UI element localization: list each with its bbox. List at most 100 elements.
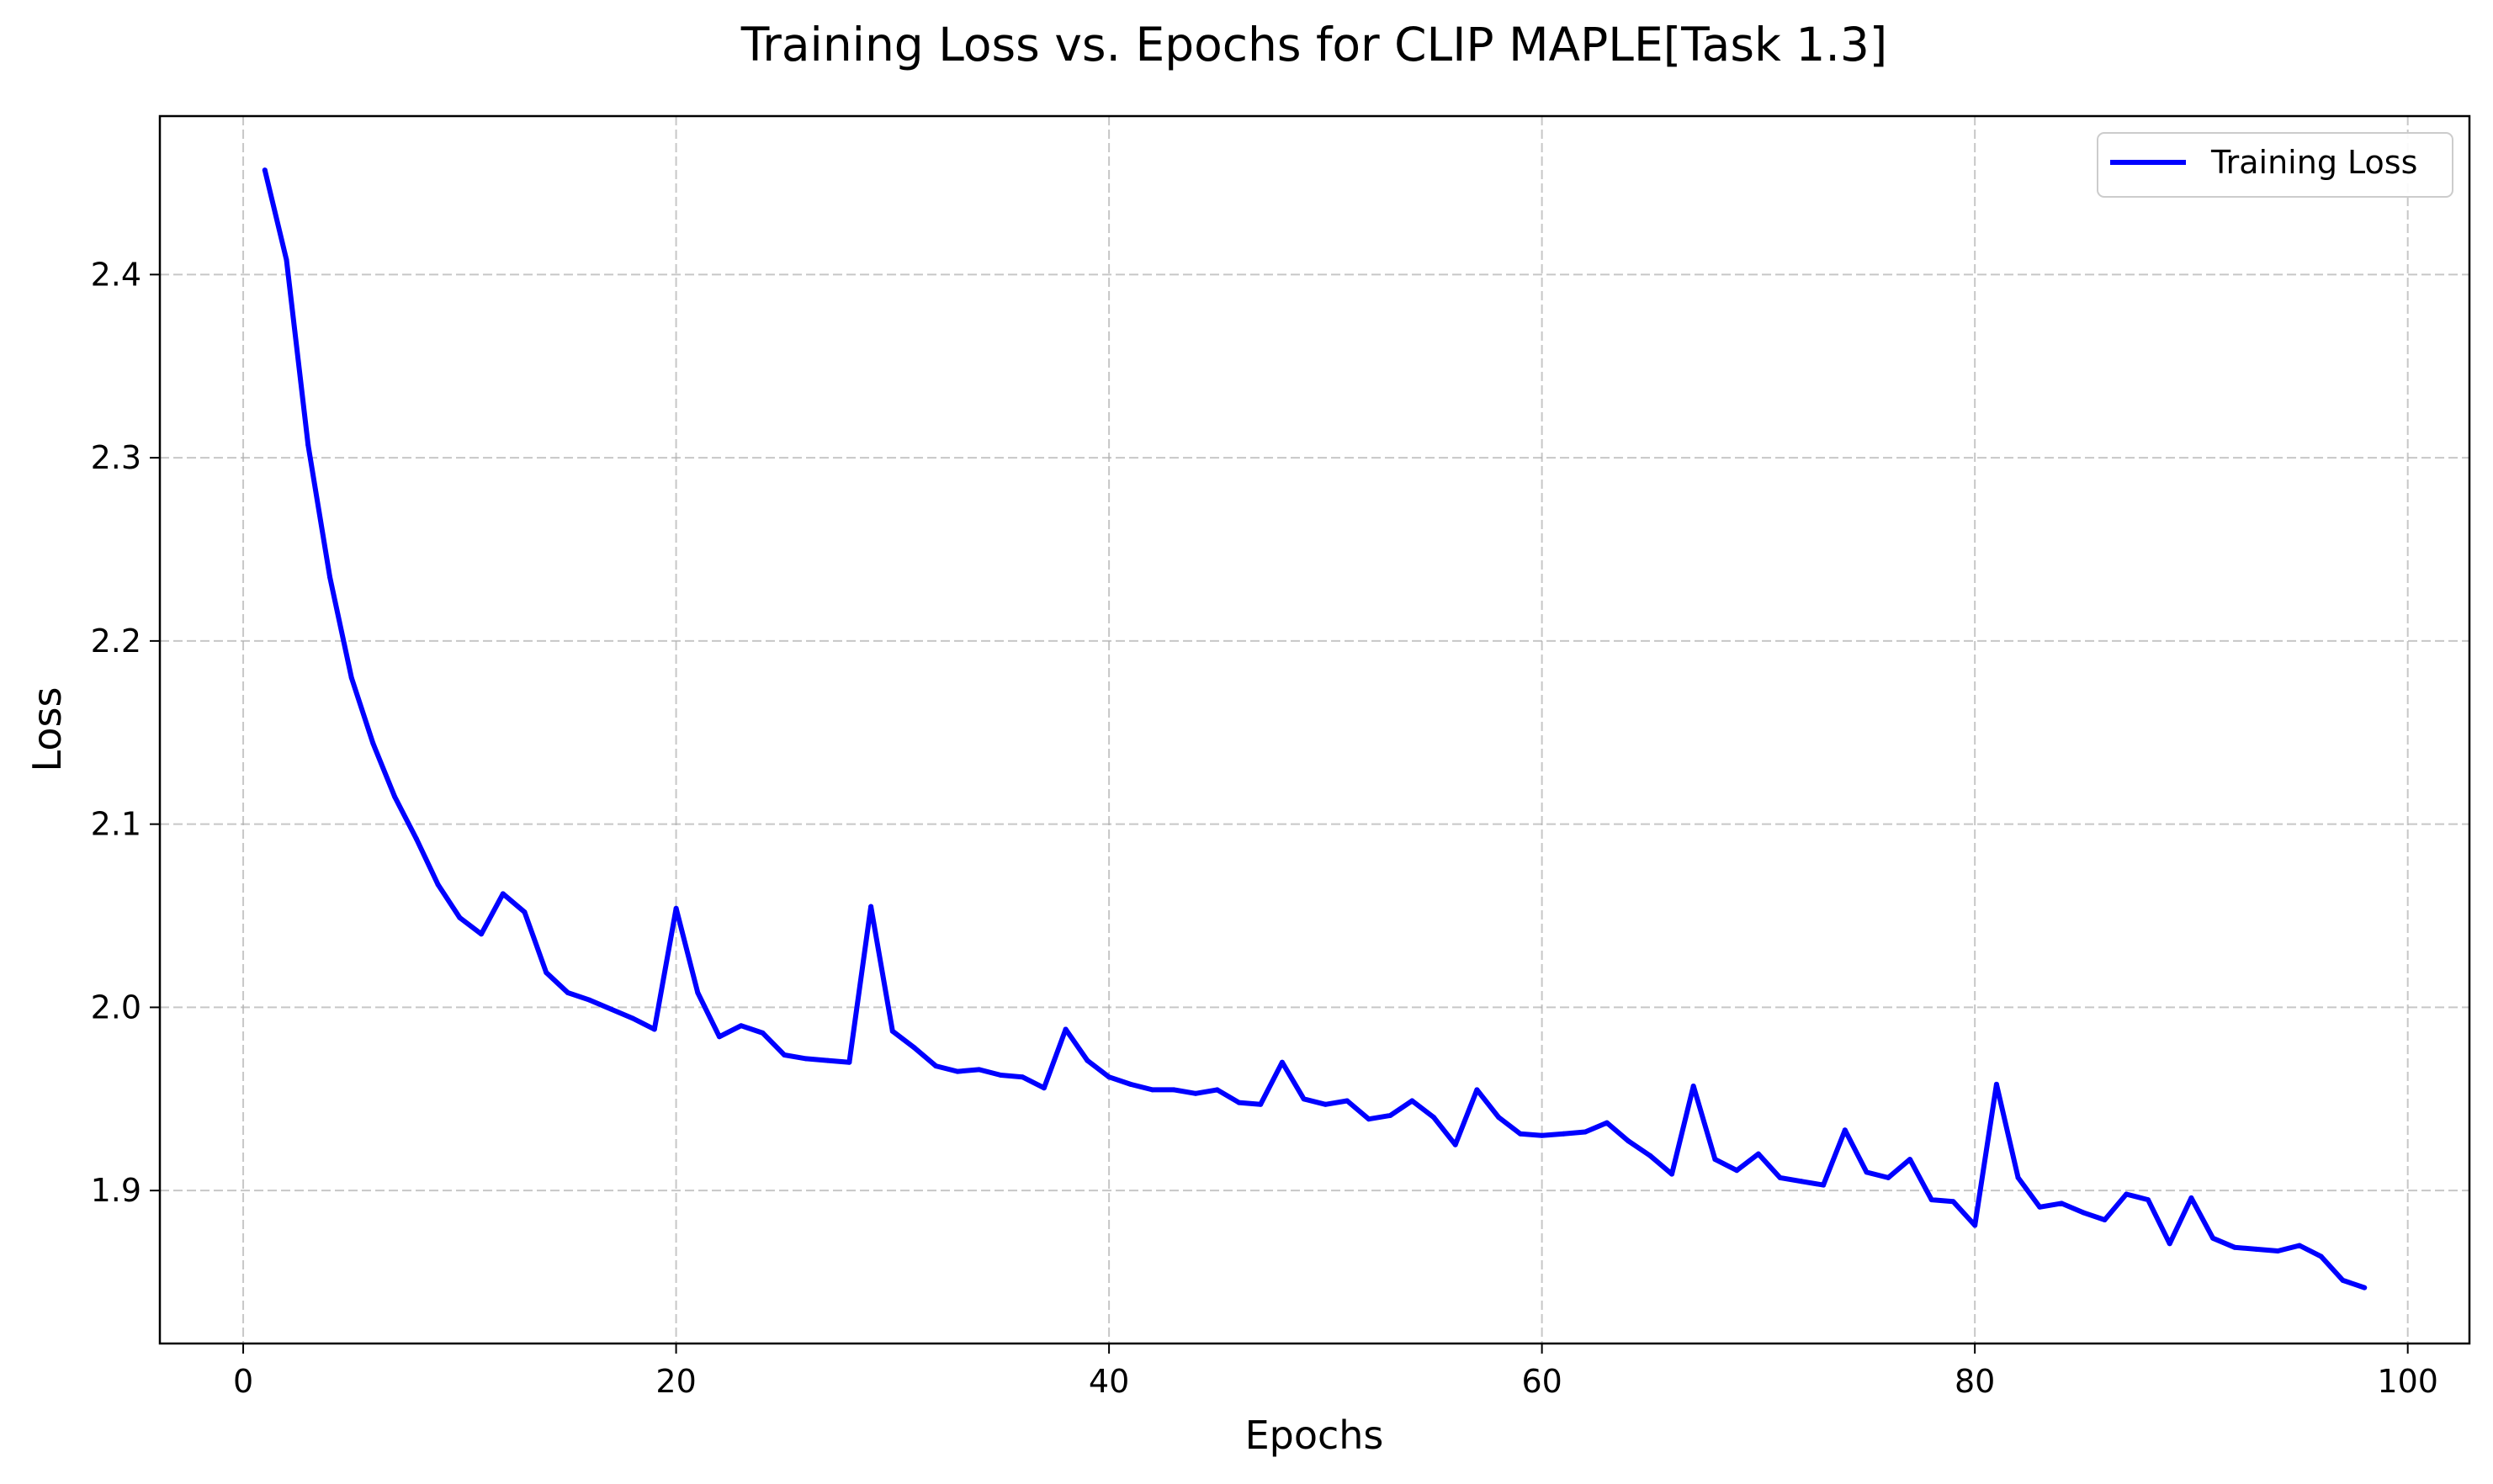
data-point xyxy=(2167,1241,2172,1247)
data-point xyxy=(479,931,484,937)
data-point xyxy=(2210,1235,2216,1241)
plot-area xyxy=(160,116,2469,1344)
data-point xyxy=(955,1068,960,1074)
y-tick-label: 2.3 xyxy=(91,439,141,476)
x-tick-label: 20 xyxy=(655,1363,696,1400)
data-point xyxy=(1258,1101,1264,1107)
y-axis-ticks: 1.9 2.0 2.1 2.2 2.3 2.4 xyxy=(91,256,160,1209)
data-point xyxy=(825,1057,830,1063)
x-tick-label: 100 xyxy=(2377,1363,2438,1400)
data-point xyxy=(911,1045,917,1051)
data-point xyxy=(1539,1132,1545,1138)
data-point xyxy=(370,740,376,746)
legend: Training Loss xyxy=(2097,132,2453,198)
x-tick-label: 60 xyxy=(1521,1363,1562,1400)
chart-title: Training Loss vs. Epochs for CLIP MAPLE[… xyxy=(740,18,1888,72)
data-point xyxy=(1734,1168,1740,1174)
data-point xyxy=(1886,1174,1891,1180)
data-point xyxy=(1777,1174,1783,1180)
data-point xyxy=(889,1028,895,1034)
data-point xyxy=(1799,1179,1805,1185)
x-axis-label: Epochs xyxy=(1245,1412,1384,1458)
data-point xyxy=(1193,1090,1198,1096)
x-tick-label: 40 xyxy=(1089,1363,1129,1400)
data-point xyxy=(457,914,463,920)
data-point xyxy=(1690,1084,1696,1089)
data-point xyxy=(760,1030,766,1036)
data-point xyxy=(1301,1096,1307,1102)
plot-frame xyxy=(158,114,2471,1345)
y-tick-label: 1.9 xyxy=(91,1172,141,1209)
grid-lines xyxy=(160,116,2469,1344)
data-point xyxy=(1583,1129,1589,1135)
y-tick-label: 2.0 xyxy=(91,988,141,1026)
data-point xyxy=(2231,1244,2237,1250)
data-point xyxy=(2275,1248,2281,1253)
data-point xyxy=(1496,1115,1502,1121)
data-point xyxy=(630,1015,636,1021)
data-point xyxy=(1387,1112,1393,1118)
data-point xyxy=(2037,1204,2043,1210)
data-point xyxy=(1928,1197,1934,1203)
data-point xyxy=(1907,1157,1912,1163)
data-point xyxy=(2340,1277,2346,1283)
data-point xyxy=(1149,1087,1155,1093)
data-point xyxy=(673,905,679,911)
data-point xyxy=(1366,1116,1371,1122)
data-point xyxy=(1452,1142,1458,1147)
data-point xyxy=(2102,1217,2108,1222)
data-point xyxy=(1214,1087,1220,1093)
data-point xyxy=(586,997,592,1003)
data-point xyxy=(1517,1131,1523,1137)
x-tick-label: 80 xyxy=(1955,1363,1995,1400)
data-point xyxy=(1345,1098,1350,1104)
data-point xyxy=(868,904,874,909)
data-point xyxy=(1409,1098,1415,1104)
data-point xyxy=(1626,1138,1631,1144)
data-point xyxy=(2318,1253,2324,1259)
data-point xyxy=(284,257,289,262)
data-point xyxy=(1669,1171,1674,1177)
y-tick-label: 2.4 xyxy=(91,256,141,293)
data-point xyxy=(522,909,528,915)
data-point xyxy=(2253,1246,2259,1252)
data-point xyxy=(413,836,419,842)
data-point xyxy=(1561,1131,1567,1137)
data-point xyxy=(1474,1087,1480,1093)
data-point xyxy=(348,675,354,681)
data-point xyxy=(2146,1197,2151,1203)
data-point xyxy=(998,1073,1004,1078)
data-point xyxy=(1085,1057,1090,1063)
data-point xyxy=(1020,1074,1026,1080)
data-point xyxy=(305,442,311,448)
data-point xyxy=(500,891,506,897)
data-point xyxy=(1972,1222,1978,1228)
data-point xyxy=(2080,1210,2086,1216)
data-point xyxy=(327,574,332,580)
data-point xyxy=(1864,1169,1870,1175)
series-group xyxy=(262,167,2368,1291)
y-tick-label: 2.1 xyxy=(91,806,141,843)
data-point xyxy=(846,1059,852,1065)
data-point xyxy=(717,1034,722,1040)
data-point xyxy=(1842,1127,1848,1133)
data-point xyxy=(544,970,549,975)
data-point xyxy=(695,990,701,995)
data-point xyxy=(2059,1200,2065,1206)
y-tick-label: 2.2 xyxy=(91,623,141,660)
data-point xyxy=(392,794,398,799)
x-tick-label: 0 xyxy=(233,1363,253,1400)
data-point xyxy=(262,167,268,173)
data-point xyxy=(608,1006,614,1012)
data-point xyxy=(2015,1174,2021,1180)
data-point xyxy=(1993,1081,1999,1087)
data-point xyxy=(1604,1120,1610,1126)
y-axis-label: Loss xyxy=(24,687,70,772)
data-point xyxy=(565,990,570,995)
data-point xyxy=(2124,1191,2130,1197)
data-point xyxy=(2188,1195,2194,1200)
data-point xyxy=(782,1052,788,1057)
data-point xyxy=(1041,1085,1047,1091)
x-axis-ticks: 0 20 40 60 80 100 xyxy=(233,1344,2438,1400)
